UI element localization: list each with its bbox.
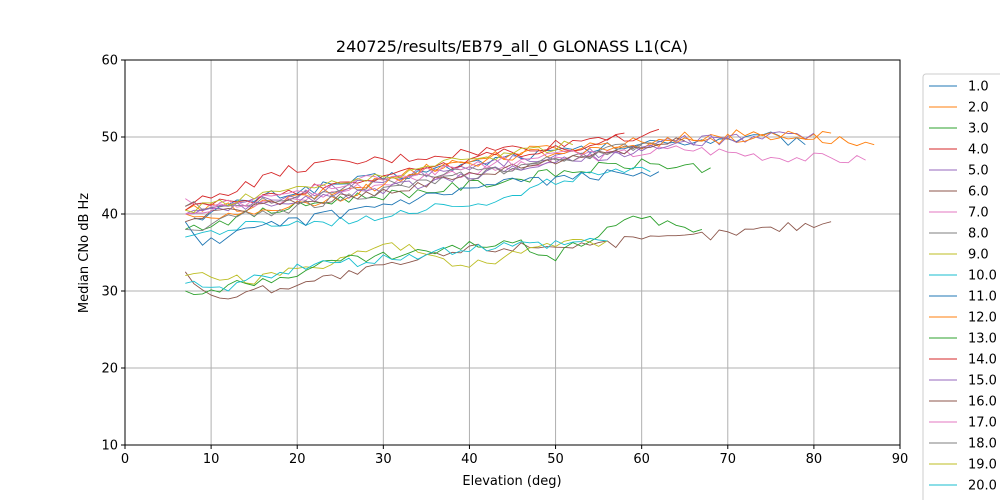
axes-frame (124, 59, 901, 446)
y-tick-label: 40 (101, 208, 118, 223)
y-tick-label: 50 (101, 131, 118, 146)
legend-label: 3.0 (968, 122, 989, 137)
y-axis-label: Median CNo dB Hz (77, 193, 92, 313)
chart-title: 240725/results/EB79_all_0 GLONASS L1(CA) (336, 37, 688, 57)
legend-label: 5.0 (968, 164, 989, 179)
legend-label: 11.0 (968, 290, 997, 305)
series-line-11.0 (184, 169, 660, 246)
y-tick-label: 10 (101, 439, 118, 454)
legend-label: 18.0 (968, 437, 997, 452)
series-line-7.0 (185, 145, 866, 208)
x-tick-label: 90 (892, 452, 909, 467)
x-tick-label: 50 (547, 452, 564, 467)
y-tick-label: 60 (101, 54, 118, 69)
x-tick-label: 10 (203, 452, 220, 467)
legend-label: 9.0 (968, 248, 989, 263)
legend-label: 19.0 (968, 458, 997, 473)
legend-label: 14.0 (968, 353, 997, 368)
series-line-19.0 (185, 140, 573, 214)
y-tick-label: 20 (101, 362, 118, 377)
legend-label: 15.0 (968, 374, 997, 389)
series-line-9.0 (185, 238, 608, 285)
x-tick-label: 20 (289, 452, 306, 467)
series-line-1.0 (193, 131, 806, 221)
legend-label: 12.0 (968, 311, 997, 326)
legend-label: 2.0 (968, 101, 989, 116)
legend-label: 17.0 (968, 416, 997, 431)
series-line-4.0 (185, 132, 625, 207)
series-line-12.0 (185, 130, 832, 219)
x-tick-label: 60 (633, 452, 650, 467)
x-tick-label: 30 (375, 452, 392, 467)
legend-box (922, 73, 1000, 504)
legend: 1.0 2.0 3.0 4.0 5.0 6.0 7.0 8.0 9.0 10.0 11.0 12.0 1… (922, 73, 1000, 504)
x-tick-label: 80 (806, 452, 823, 467)
x-tick-label: 70 (720, 452, 737, 467)
legend-label: 20.0 (968, 479, 997, 494)
legend-label: 10.0 (968, 269, 997, 284)
series-line-6.0 (184, 221, 832, 300)
x-axis-label: Elevation (deg) (462, 474, 561, 489)
legend-label: 13.0 (968, 332, 997, 347)
legend-label: 16.0 (968, 395, 997, 410)
series-line-8.0 (185, 142, 659, 211)
series-line-14.0 (185, 128, 660, 211)
legend-label: 1.0 (968, 80, 989, 95)
x-tick-label: 0 (121, 452, 129, 467)
series-line-18.0 (185, 143, 642, 232)
legend-label: 4.0 (968, 143, 989, 158)
series-line-10.0 (185, 166, 651, 238)
series-line-5.0 (185, 131, 815, 215)
series-line-20.0 (185, 237, 608, 292)
x-tick-label: 40 (461, 452, 478, 467)
series-line-16.0 (185, 137, 685, 223)
legend-label: 8.0 (968, 227, 989, 242)
y-tick-label: 30 (101, 285, 118, 300)
series-line-3.0 (185, 158, 711, 231)
legend-label: 7.0 (968, 206, 989, 221)
legend-label: 6.0 (968, 185, 989, 200)
series-line-13.0 (185, 215, 703, 296)
